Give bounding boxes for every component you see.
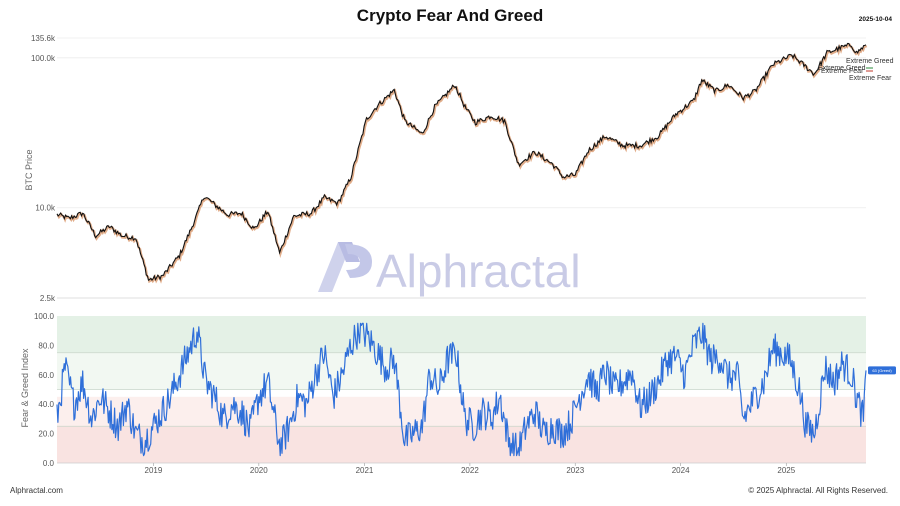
price-axis-title: BTC Price	[24, 149, 34, 190]
fear-greed-series	[56, 322, 867, 457]
footer-copyright: © 2025 Alphractal. All Rights Reserved.	[748, 486, 888, 495]
fng-axis-title: Fear & Greed Index	[20, 348, 30, 428]
zone-label: Extreme Greed	[818, 65, 866, 72]
price-axis: 135.6k 100.0k 10.0k 2.5k	[31, 34, 866, 303]
x-tick-label: 2019	[145, 466, 163, 475]
price-line	[56, 42, 867, 282]
current-value-badge: 63 (Greed)	[868, 366, 896, 375]
fng-zones	[57, 316, 866, 463]
alphractal-logo	[318, 242, 372, 292]
zone-label: Extreme Greed	[846, 58, 894, 65]
watermark: Alphractal	[318, 242, 581, 297]
fng-tick-label: 100.0	[34, 312, 55, 321]
extreme-fear-zone	[57, 426, 866, 463]
date-label: 2025-10-04	[858, 16, 892, 23]
chart-title: Crypto Fear And Greed	[356, 6, 544, 25]
price-tick-label: 100.0k	[31, 54, 56, 63]
fng-axis: 100.0 80.0 60.0 40.0 20.0 0.0 2019 2020 2021 2022…	[34, 312, 866, 475]
zone-label: Extreme Fear	[821, 68, 864, 75]
fng-tick-label: 0.0	[43, 459, 55, 468]
x-tick-label: 2021	[356, 466, 374, 475]
footer-site[interactable]: Alphractal.com	[10, 486, 63, 495]
price-tick-label: 135.6k	[31, 34, 56, 43]
fng-tick-label: 40.0	[38, 400, 54, 409]
btc-price-series	[56, 42, 868, 284]
extreme-greed-zone	[57, 316, 866, 353]
price-tick-label: 2.5k	[40, 294, 56, 303]
x-tick-label: 2023	[566, 466, 584, 475]
fng-tick-label: 80.0	[38, 341, 54, 350]
x-tick-label: 2022	[461, 466, 479, 475]
price-tick-label: 10.0k	[35, 204, 56, 213]
current-value-text: 63 (Greed)	[872, 368, 892, 373]
watermark-text: Alphractal	[376, 245, 581, 297]
fng-line	[56, 322, 867, 457]
fng-tick-label: 20.0	[38, 430, 54, 439]
fng-tick-label: 60.0	[38, 371, 54, 380]
x-tick-label: 2025	[777, 466, 795, 475]
x-tick-label: 2020	[250, 466, 268, 475]
x-tick-label: 2024	[672, 466, 690, 475]
zone-label: Extreme Fear	[849, 75, 892, 82]
